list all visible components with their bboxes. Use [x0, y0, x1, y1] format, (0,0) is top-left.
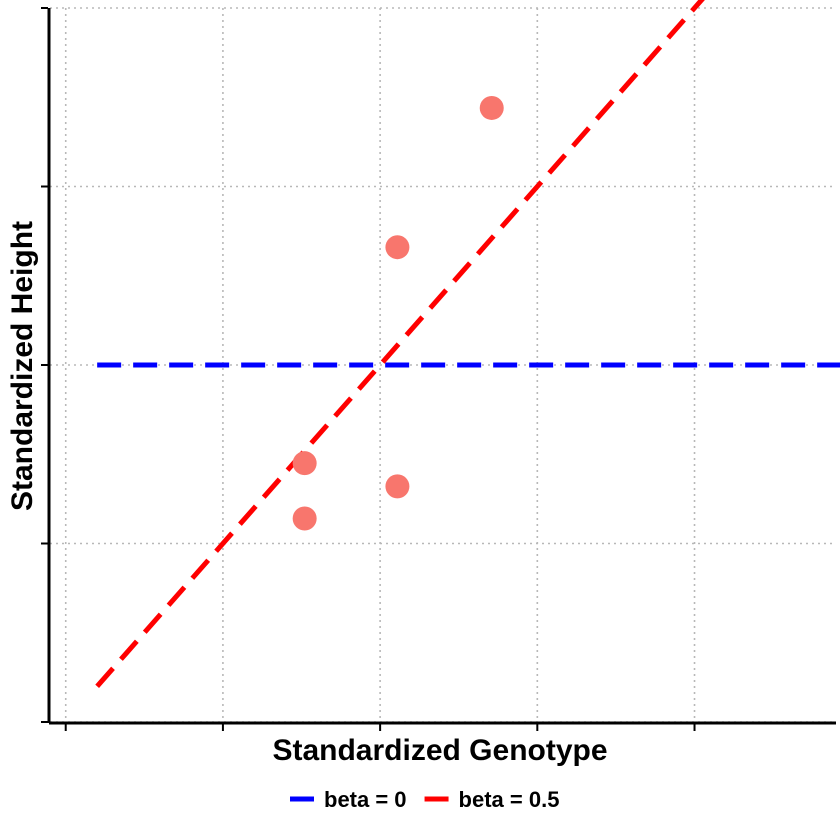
y-axis-title: Standardized Height — [6, 221, 39, 511]
x-axis-title: Standardized Genotype — [272, 734, 607, 767]
data-point — [385, 474, 410, 499]
data-point — [292, 506, 317, 531]
legend-label: beta = 0.5 — [459, 787, 560, 812]
legend-item: beta = 0 — [290, 787, 407, 812]
series-line — [95, 0, 705, 688]
legend-item: beta = 0.5 — [424, 787, 560, 812]
axes — [41, 7, 836, 731]
regression-lines — [95, 0, 840, 688]
data-point — [479, 95, 504, 120]
legend: beta = 0 beta = 0.5 — [290, 787, 559, 812]
data-point — [385, 235, 410, 260]
legend-label: beta = 0 — [324, 787, 407, 812]
data-points — [292, 95, 504, 531]
data-point — [292, 451, 317, 476]
